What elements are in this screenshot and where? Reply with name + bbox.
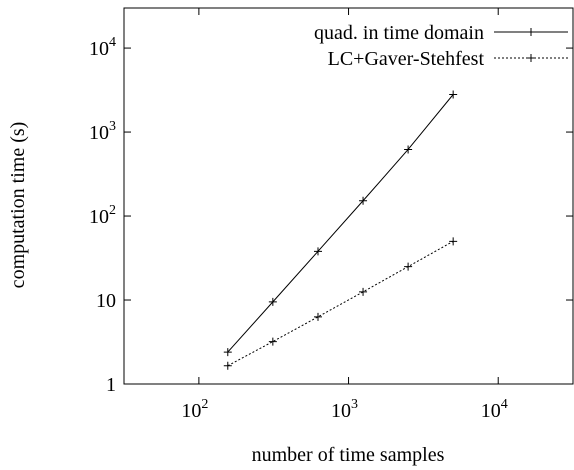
tick-label-exponent: 2 — [109, 203, 116, 218]
tick-label: 102 — [89, 203, 116, 228]
series-line — [227, 240, 454, 367]
tick-label: 1 — [106, 374, 116, 396]
data-point — [268, 337, 277, 346]
data-point — [359, 196, 368, 205]
series-2 — [223, 237, 458, 370]
tick-label: 104 — [481, 397, 508, 422]
series-line — [227, 94, 454, 353]
legend-label: quad. in time domain — [314, 22, 484, 44]
legend-label: LC+Gaver-Stehfest — [328, 48, 485, 70]
tick-label-base: 10 — [89, 38, 109, 60]
legend: quad. in time domain LC+Gaver-Stehfest — [314, 22, 568, 70]
tick-label-base: 1 — [106, 374, 116, 396]
tick-label-base: 10 — [89, 206, 109, 228]
data-point — [268, 297, 277, 306]
tick-label: 103 — [331, 397, 358, 422]
data-point — [404, 145, 413, 154]
y-axis-label: computation time (s) — [7, 122, 29, 289]
series-1 — [223, 90, 458, 357]
tick-label-exponent: 3 — [351, 397, 358, 412]
tick-label: 104 — [89, 35, 116, 60]
data-point — [223, 361, 232, 370]
data-point — [359, 287, 368, 296]
data-point — [313, 247, 322, 256]
data-point — [313, 312, 322, 321]
series-group — [223, 90, 458, 370]
tick-label-base: 10 — [89, 122, 109, 144]
data-point — [449, 237, 458, 246]
legend-marker — [527, 54, 535, 62]
tick-label-exponent: 3 — [109, 119, 116, 134]
tick-label-base: 10 — [181, 400, 201, 422]
tick-label: 102 — [181, 397, 208, 422]
tick-label-base: 10 — [331, 400, 351, 422]
legend-marker — [527, 28, 535, 36]
tick-label: 10 — [96, 290, 116, 312]
tick-label: 103 — [89, 119, 116, 144]
x-axis: 102 103 104 — [181, 8, 508, 422]
tick-label-base: 10 — [96, 290, 116, 312]
tick-label-exponent: 2 — [201, 397, 208, 412]
data-point — [404, 262, 413, 271]
tick-label-exponent: 4 — [109, 35, 116, 50]
x-axis-label: number of time samples — [252, 444, 445, 466]
data-point — [449, 90, 458, 99]
data-point — [223, 348, 232, 357]
tick-label-exponent: 4 — [501, 397, 508, 412]
tick-label-base: 10 — [481, 400, 501, 422]
